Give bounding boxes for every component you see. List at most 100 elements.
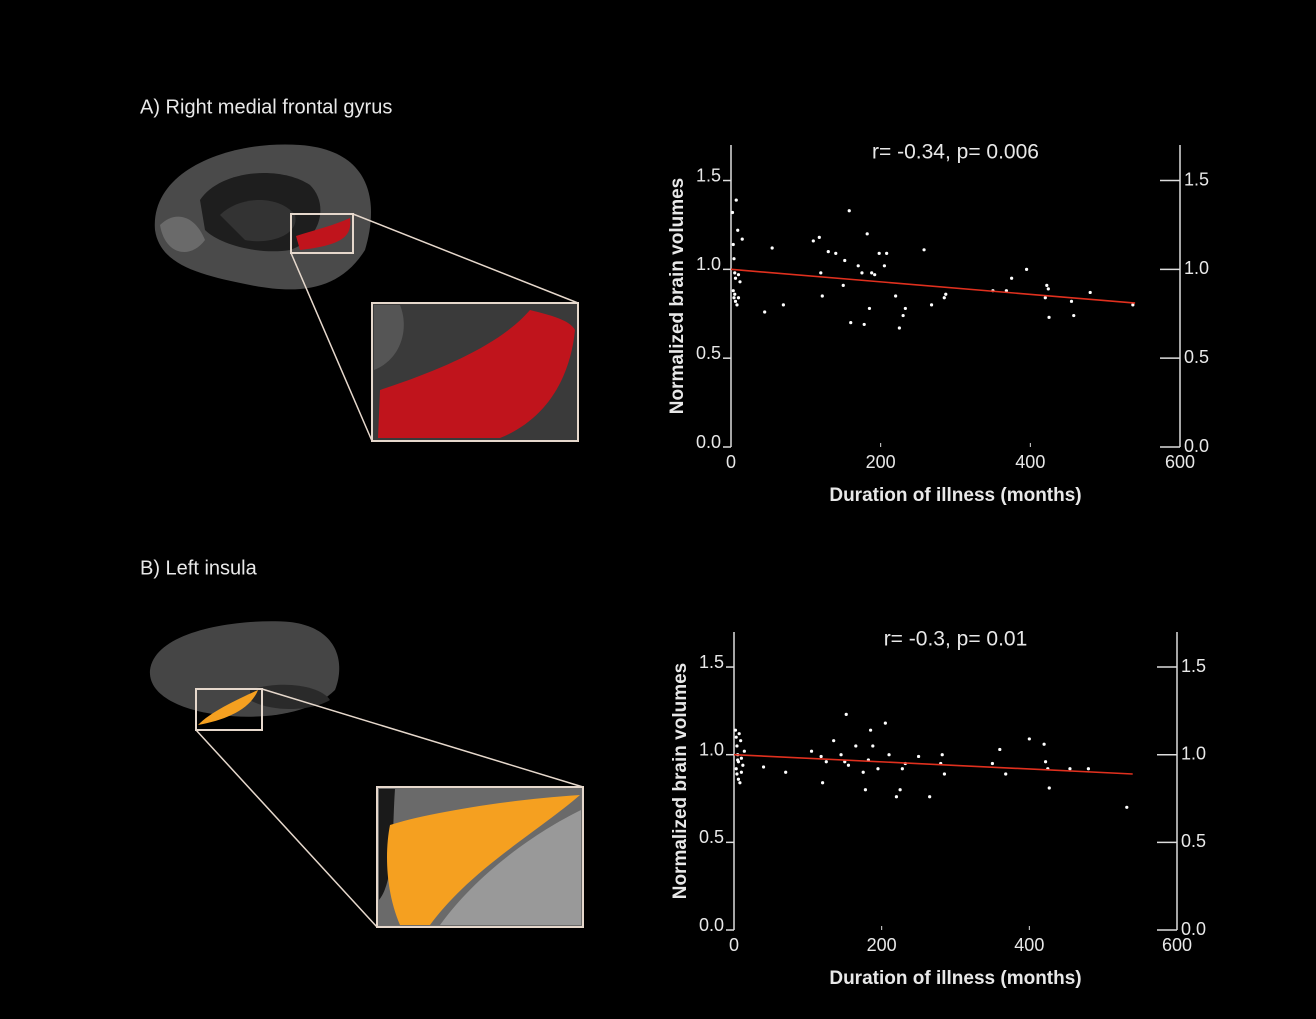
y2-tick-label: 0.0 bbox=[1181, 919, 1206, 939]
data-point bbox=[1072, 313, 1076, 318]
y2-tick-label: 1.0 bbox=[1181, 743, 1206, 763]
data-point bbox=[1010, 276, 1014, 280]
x-tick-label: 0 bbox=[729, 935, 739, 955]
data-point bbox=[736, 296, 741, 300]
data-point bbox=[942, 296, 946, 300]
data-point bbox=[894, 294, 898, 298]
data-point bbox=[739, 756, 743, 760]
data-point bbox=[741, 763, 745, 767]
data-point bbox=[731, 242, 735, 247]
data-point bbox=[873, 273, 877, 277]
data-point bbox=[929, 303, 934, 307]
y-tick-label: 1.0 bbox=[696, 254, 721, 274]
y2-tick-label: 1.0 bbox=[1184, 258, 1209, 278]
data-point bbox=[1004, 772, 1008, 776]
data-point bbox=[1024, 267, 1029, 271]
data-point bbox=[819, 754, 823, 759]
data-point bbox=[887, 753, 891, 757]
data-point bbox=[817, 235, 821, 239]
data-point bbox=[865, 232, 869, 236]
data-point bbox=[894, 795, 899, 799]
data-point bbox=[733, 271, 737, 275]
data-point bbox=[734, 735, 738, 739]
data-point bbox=[735, 772, 739, 776]
data-point bbox=[737, 732, 741, 736]
data-point bbox=[820, 294, 824, 298]
data-point bbox=[1043, 760, 1048, 764]
data-point bbox=[870, 271, 874, 275]
data-point bbox=[742, 749, 746, 753]
data-point bbox=[1069, 299, 1074, 303]
data-point bbox=[730, 210, 735, 215]
data-point bbox=[819, 271, 823, 275]
data-point bbox=[860, 271, 864, 275]
x-tick-label: 400 bbox=[1015, 452, 1045, 472]
data-point bbox=[770, 246, 774, 250]
data-point bbox=[761, 765, 766, 769]
data-point bbox=[1047, 315, 1051, 319]
data-point bbox=[900, 767, 904, 771]
data-point bbox=[826, 249, 830, 254]
data-point bbox=[832, 739, 836, 743]
data-point bbox=[877, 251, 881, 255]
data-point bbox=[940, 753, 944, 757]
y-tick-label: 1.5 bbox=[699, 652, 724, 672]
data-point bbox=[1125, 805, 1129, 809]
data-point bbox=[847, 209, 851, 213]
x-tick-label: 0 bbox=[726, 452, 736, 472]
data-point bbox=[942, 772, 947, 776]
data-point bbox=[736, 273, 741, 277]
y-tick-label: 0.5 bbox=[696, 343, 721, 363]
data-point bbox=[843, 760, 847, 764]
data-point bbox=[843, 258, 847, 263]
data-point bbox=[871, 744, 875, 748]
data-point bbox=[861, 770, 865, 774]
data-point bbox=[876, 767, 880, 771]
data-point bbox=[821, 781, 825, 785]
x-tick-label: 400 bbox=[1014, 935, 1044, 955]
x-axis-label: Duration of illness (months) bbox=[829, 968, 1081, 989]
brain-a bbox=[154, 144, 579, 442]
data-point bbox=[731, 289, 735, 293]
data-point bbox=[863, 788, 868, 792]
data-point bbox=[809, 749, 814, 753]
y2-tick-label: 0.5 bbox=[1184, 347, 1209, 367]
data-point bbox=[1043, 296, 1047, 300]
data-point bbox=[839, 753, 843, 757]
data-point bbox=[868, 728, 873, 732]
data-point bbox=[738, 280, 742, 284]
data-point bbox=[1088, 290, 1092, 295]
chart-title: r= -0.3, p= 0.01 bbox=[884, 628, 1028, 651]
data-point bbox=[856, 264, 860, 268]
data-point bbox=[738, 781, 742, 785]
x-tick-label: 600 bbox=[1165, 452, 1195, 472]
fit-line bbox=[730, 268, 1136, 304]
data-point bbox=[811, 239, 815, 243]
data-point bbox=[781, 303, 785, 307]
data-point bbox=[883, 721, 887, 725]
data-point bbox=[1068, 767, 1072, 771]
background bbox=[6, 6, 1310, 1008]
data-point bbox=[732, 296, 736, 300]
fit-line bbox=[733, 753, 1133, 775]
data-point bbox=[824, 760, 828, 764]
y-tick-label: 1.5 bbox=[696, 165, 721, 185]
data-point bbox=[882, 264, 887, 268]
y2-tick-label: 0.5 bbox=[1181, 831, 1206, 851]
data-point bbox=[1045, 283, 1049, 287]
y2-tick-label: 0.0 bbox=[1184, 436, 1209, 456]
brain-b bbox=[149, 621, 584, 928]
data-point bbox=[1004, 289, 1008, 293]
data-point bbox=[1131, 303, 1135, 307]
data-point bbox=[928, 795, 932, 799]
panel-label: A) Right medial frontal gyrus bbox=[140, 96, 392, 118]
y2-tick-label: 1.5 bbox=[1184, 169, 1209, 189]
data-point bbox=[897, 326, 901, 330]
data-point bbox=[734, 767, 738, 771]
chart-title: r= -0.34, p= 0.006 bbox=[872, 141, 1039, 164]
y-axis-label: Normalized brain volumes bbox=[670, 663, 691, 900]
data-point bbox=[1046, 287, 1050, 291]
data-point bbox=[834, 251, 838, 255]
data-point bbox=[854, 744, 858, 748]
